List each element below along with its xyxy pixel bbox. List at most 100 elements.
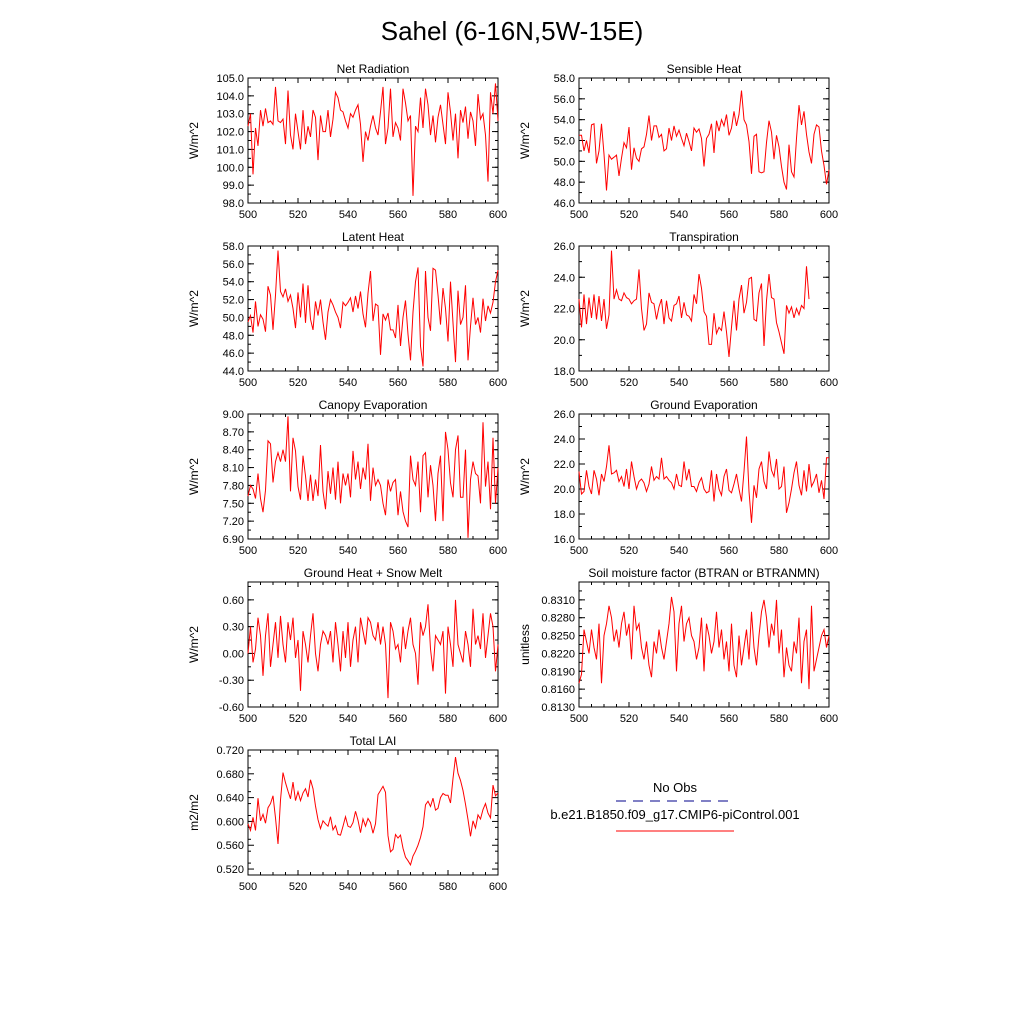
x-tick-label: 580	[770, 377, 788, 389]
y-axis-label: unitless	[518, 624, 532, 665]
y-axis-label: W/m^2	[187, 290, 201, 327]
x-tick-label: 600	[489, 713, 507, 725]
plot-frame	[578, 413, 830, 540]
x-tick-label: 560	[389, 713, 407, 725]
y-tick-label: 18.0	[554, 366, 575, 378]
y-tick-label: 8.10	[223, 463, 244, 475]
x-tick-label: 580	[439, 377, 457, 389]
x-tick-label: 500	[239, 545, 257, 557]
legend-model-label: b.e21.B1850.f09_g17.CMIP6-piControl.001	[550, 807, 799, 822]
y-tick-label: 52.0	[223, 295, 244, 307]
x-tick-label: 580	[439, 881, 457, 893]
y-tick-label: 50.0	[554, 156, 575, 168]
x-tick-label: 540	[670, 377, 688, 389]
y-tick-label: -0.30	[219, 675, 244, 687]
y-tick-label: 7.50	[223, 498, 244, 510]
y-tick-label: 26.0	[554, 241, 575, 253]
y-tick-label: 50.0	[223, 312, 244, 324]
legend-obs-label: No Obs	[653, 780, 698, 795]
x-tick-label: 500	[239, 881, 257, 893]
panel-0: Net Radiation W/m^2 500 520 540 560 580 600 98.0…	[187, 62, 507, 221]
x-tick-label: 520	[620, 209, 638, 221]
y-tick-label: 100.0	[216, 162, 244, 174]
y-tick-label: 24.0	[554, 272, 575, 284]
y-tick-label: 54.0	[223, 277, 244, 289]
series-line	[247, 416, 499, 538]
panel-6: Ground Heat + Snow Melt W/m^2 500 520 540 560…	[187, 566, 507, 725]
panel-5: Ground Evaporation W/m^2 500 520 540 560 580 60…	[518, 398, 838, 557]
panel-title: Ground Heat + Snow Melt	[304, 566, 443, 580]
x-tick-label: 500	[570, 209, 588, 221]
x-tick-label: 560	[389, 377, 407, 389]
x-tick-label: 520	[620, 713, 638, 725]
panel-title: Latent Heat	[342, 230, 405, 244]
panel-title: Net Radiation	[337, 62, 410, 76]
y-tick-label: 16.0	[554, 534, 575, 546]
y-tick-label: 7.20	[223, 516, 244, 528]
panel-2: Latent Heat W/m^2 500 520 540 560 580 600 44.0 46…	[187, 230, 507, 389]
legend: No Obs b.e21.B1850.f09_g17.CMIP6-piContr…	[550, 780, 800, 832]
x-tick-label: 500	[239, 713, 257, 725]
plot-frame	[247, 581, 499, 708]
series-line	[247, 250, 499, 367]
x-tick-label: 520	[620, 545, 638, 557]
y-tick-label: 22.0	[554, 304, 575, 316]
x-tick-label: 540	[670, 713, 688, 725]
plot-frame	[578, 77, 830, 204]
y-tick-label: 0.60	[223, 595, 244, 607]
y-tick-label: 104.0	[216, 91, 244, 103]
y-tick-label: 98.0	[223, 198, 244, 210]
y-tick-label: -0.60	[219, 702, 244, 714]
x-tick-label: 500	[570, 713, 588, 725]
figure-title: Sahel (6-16N,5W-15E)	[381, 16, 644, 46]
panel-title: Transpiration	[669, 230, 739, 244]
plot-frame	[247, 413, 499, 540]
y-tick-label: 0.8310	[541, 595, 575, 607]
x-tick-label: 600	[489, 881, 507, 893]
x-tick-label: 560	[389, 209, 407, 221]
x-tick-label: 600	[489, 209, 507, 221]
series-line	[578, 596, 830, 690]
y-tick-label: 7.80	[223, 480, 244, 492]
y-tick-label: 101.0	[216, 144, 244, 156]
panel-3: Transpiration W/m^2 500 520 540 560 580 600 18.0…	[518, 230, 838, 389]
y-tick-label: 24.0	[554, 434, 575, 446]
y-tick-label: 56.0	[223, 259, 244, 271]
x-tick-label: 520	[289, 881, 307, 893]
x-tick-label: 600	[489, 545, 507, 557]
panel-title: Soil moisture factor (BTRAN or BTRANMN)	[588, 566, 819, 580]
x-tick-label: 500	[239, 377, 257, 389]
panel-title: Canopy Evaporation	[319, 398, 428, 412]
panel-title: Sensible Heat	[667, 62, 742, 76]
y-axis-label: W/m^2	[187, 458, 201, 495]
x-tick-label: 540	[339, 545, 357, 557]
y-tick-label: 8.40	[223, 445, 244, 457]
y-tick-label: 0.600	[216, 816, 244, 828]
y-axis-label: W/m^2	[518, 122, 532, 159]
y-tick-label: 0.560	[216, 840, 244, 852]
x-tick-label: 600	[489, 377, 507, 389]
x-tick-label: 560	[389, 545, 407, 557]
y-tick-label: 0.520	[216, 864, 244, 876]
y-axis-label: W/m^2	[518, 290, 532, 327]
plot-frame	[247, 245, 499, 372]
y-tick-label: 0.8220	[541, 648, 575, 660]
x-tick-label: 520	[289, 377, 307, 389]
series-line	[579, 90, 830, 191]
y-axis-label: W/m^2	[187, 122, 201, 159]
x-tick-label: 560	[720, 545, 738, 557]
x-tick-label: 540	[339, 209, 357, 221]
x-tick-label: 500	[570, 545, 588, 557]
y-tick-label: 58.0	[554, 73, 575, 85]
x-tick-label: 520	[289, 545, 307, 557]
series-line	[578, 436, 829, 523]
panel-1: Sensible Heat W/m^2 500 520 540 560 580 600 46.0…	[518, 62, 838, 221]
y-tick-label: 18.0	[554, 509, 575, 521]
y-tick-label: 20.0	[554, 484, 575, 496]
y-tick-label: 103.0	[216, 109, 244, 121]
series-line	[247, 757, 499, 867]
panel-title: Ground Evaporation	[650, 398, 757, 412]
y-tick-label: 0.8130	[541, 702, 575, 714]
y-tick-label: 0.680	[216, 769, 244, 781]
